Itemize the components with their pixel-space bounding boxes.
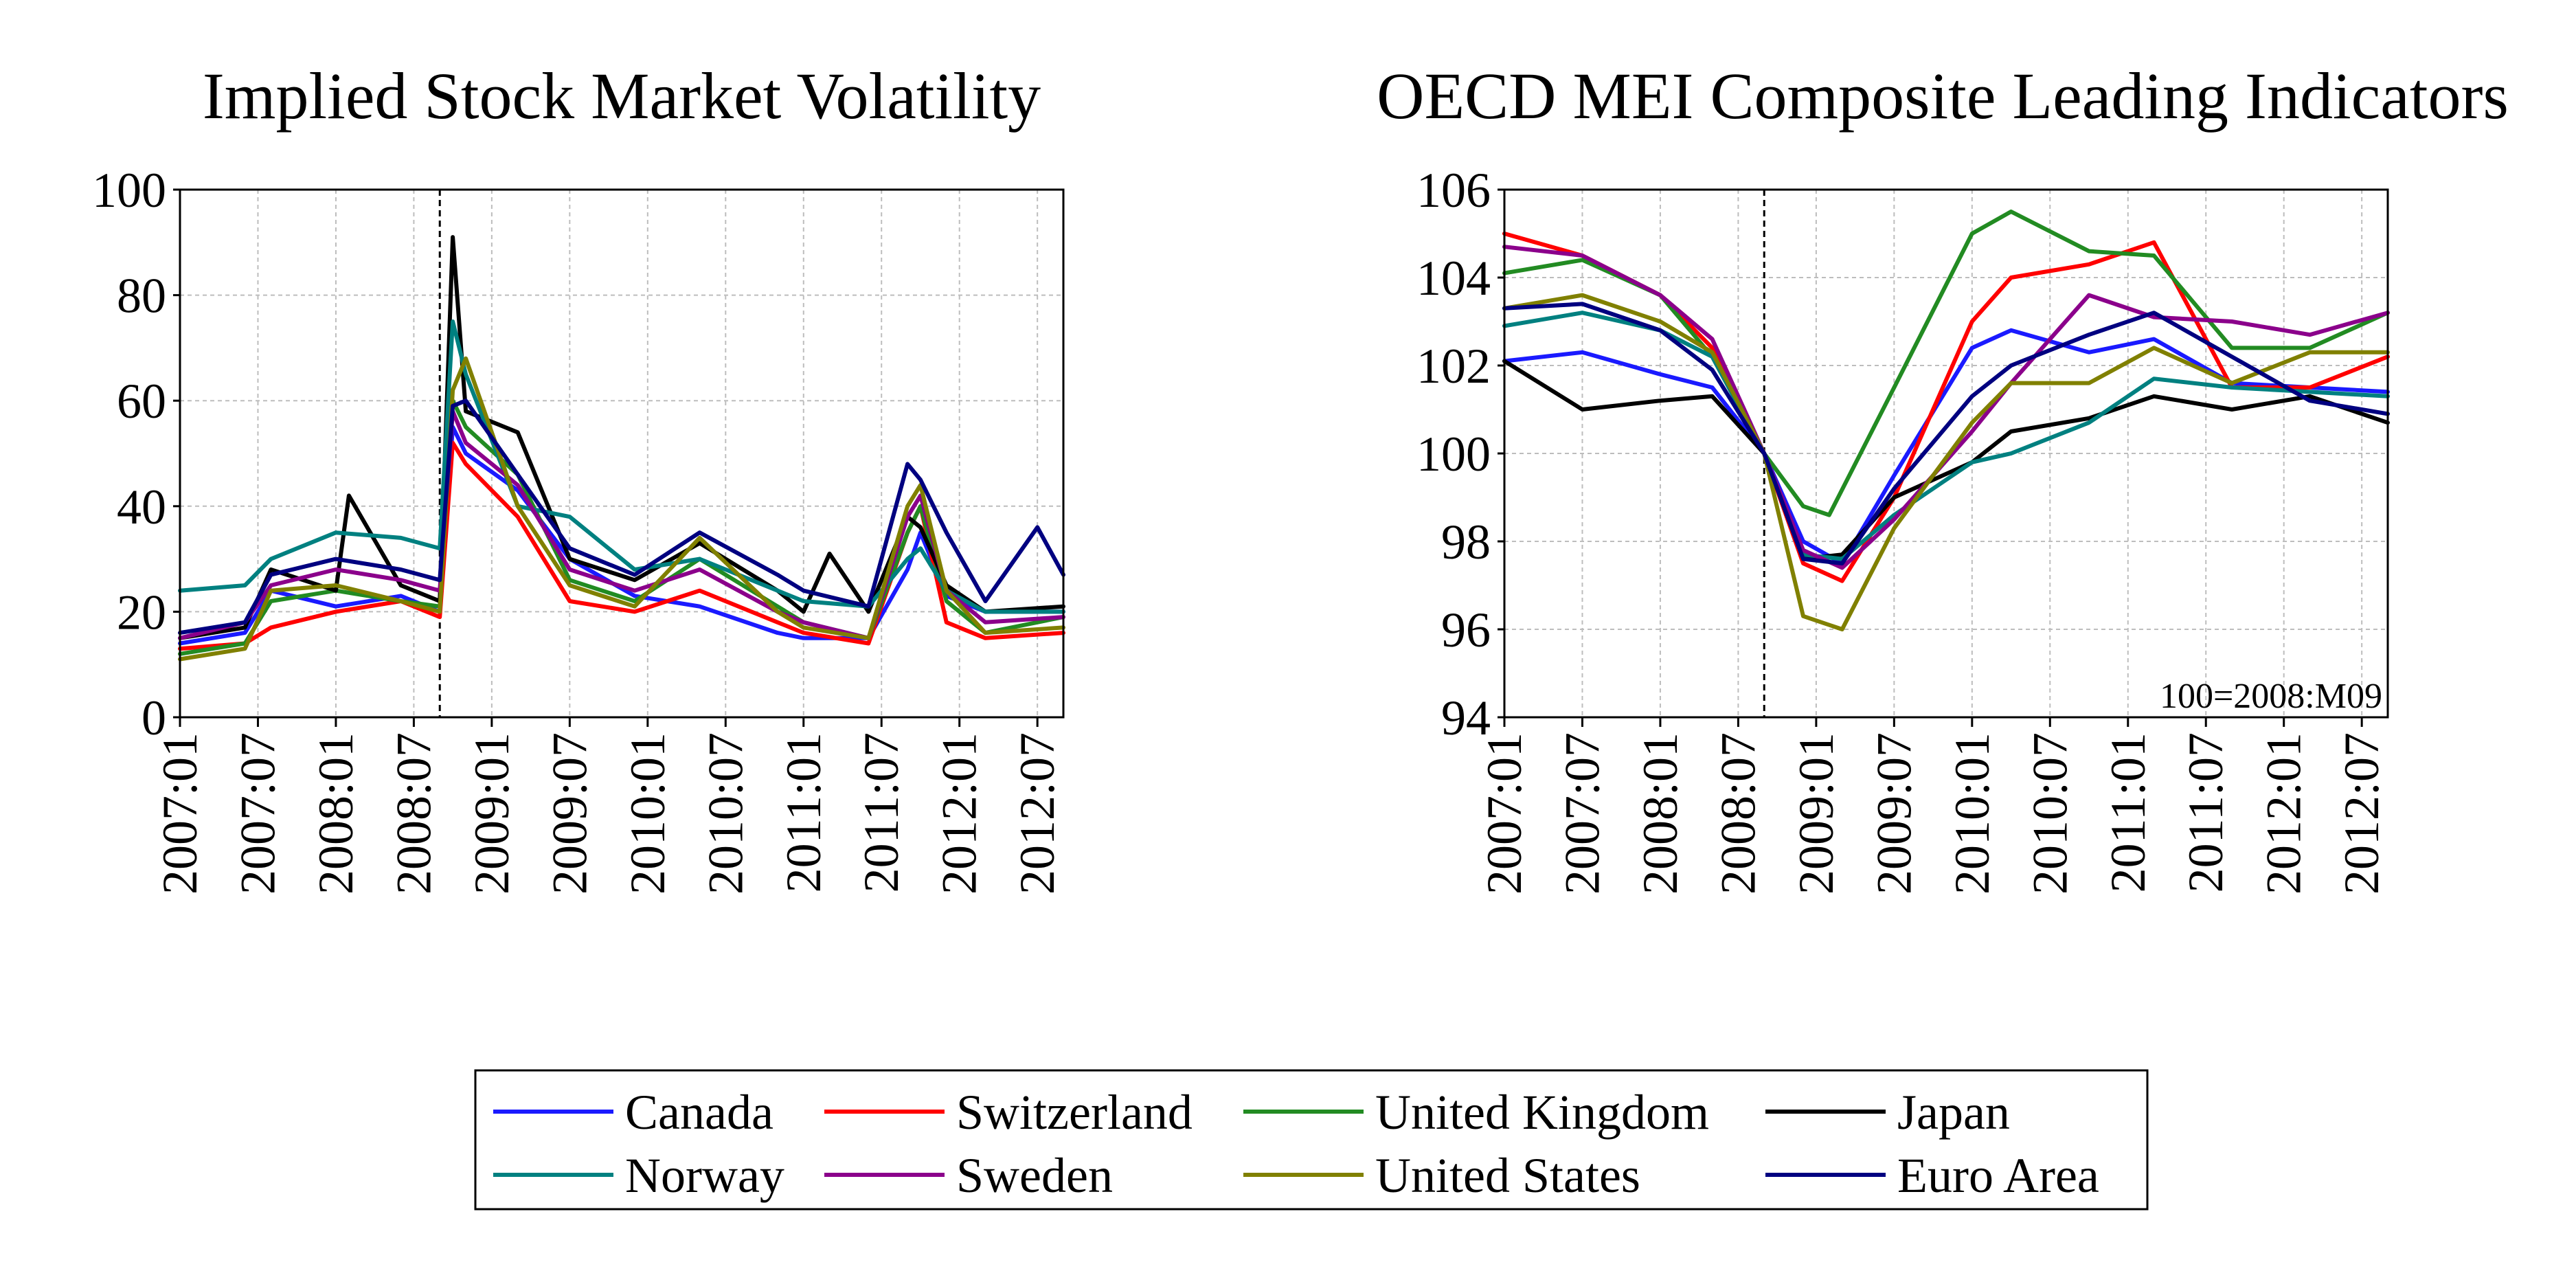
cli-x-ticks: 2007:01 2007:07 2008:01 2008:07 2009:01 2009:… — [1477, 717, 2389, 895]
cli-x-tick-label: 2012:01 — [2257, 732, 2312, 895]
volatility-x-tick-label: 2012:07 — [1010, 732, 1065, 895]
cli-series-united-states — [1502, 293, 2390, 631]
volatility-x-tick-label: 2011:01 — [776, 732, 831, 892]
cli-x-tick-label: 2009:07 — [1866, 732, 1921, 895]
cli-x-tick-label: 2008:01 — [1633, 732, 1688, 895]
volatility-series-united-kingdom — [178, 398, 1065, 656]
cli-x-tick-label: 2011:07 — [2178, 732, 2233, 892]
cli-series-sweden — [1502, 245, 2390, 570]
cli-x-tick-label: 2010:07 — [2022, 732, 2077, 895]
volatility-gridlines — [180, 190, 1063, 717]
cli-x-tick-label: 2012:07 — [2334, 732, 2389, 895]
volatility-y-tick-label: 100 — [92, 163, 166, 218]
legend-box — [474, 1069, 2149, 1211]
volatility-series-sweden — [178, 409, 1065, 640]
cli-y-tick-label: 98 — [1441, 515, 1491, 570]
legend-label-united-states: United States — [1375, 1148, 1640, 1203]
volatility-x-tick-label: 2007:07 — [231, 732, 286, 895]
legend-label-switzerland: Switzerland — [956, 1085, 1193, 1140]
cli-y-tick-label: 94 — [1441, 690, 1491, 745]
cli-base-annotation: 100=2008:M09 — [2160, 677, 2382, 716]
legend-label-united-kingdom: United Kingdom — [1375, 1085, 1709, 1140]
cli-y-tick-label: 96 — [1441, 603, 1491, 657]
volatility-chart-title: Implied Stock Market Volatility — [203, 59, 1041, 133]
volatility-y-tick-label: 40 — [117, 480, 166, 535]
cli-series-canada — [1502, 328, 2390, 565]
volatility-x-ticks: 2007:01 2007:07 2008:01 2008:07 2009:01 2009:… — [152, 717, 1065, 895]
volatility-x-tick-label: 2009:07 — [542, 732, 597, 895]
cli-x-tick-label: 2009:01 — [1789, 732, 1844, 895]
volatility-x-tick-label: 2012:01 — [932, 732, 987, 895]
volatility-x-tick-label: 2008:01 — [308, 732, 363, 895]
volatility-y-tick-label: 60 — [117, 374, 166, 429]
cli-chart-title: OECD MEI Composite Leading Indicators — [1377, 59, 2509, 133]
volatility-x-tick-label: 2010:07 — [698, 732, 753, 895]
volatility-y-tick-label: 80 — [117, 269, 166, 324]
volatility-x-tick-label: 2009:01 — [464, 732, 519, 895]
cli-y-ticks: 94 96 98 100 102 104 106 — [1416, 163, 1504, 745]
cli-x-tick-label: 2011:01 — [2101, 732, 2156, 892]
cli-series-group — [1502, 210, 2390, 631]
cli-y-tick-label: 100 — [1416, 427, 1491, 482]
cli-series-united-kingdom — [1502, 210, 2390, 517]
volatility-x-tick-label: 2011:07 — [854, 732, 909, 892]
volatility-series-united-states — [178, 356, 1065, 662]
volatility-series-group — [178, 235, 1065, 662]
legend-label-sweden: Sweden — [956, 1148, 1113, 1203]
volatility-series-euro-area — [178, 398, 1065, 636]
volatility-x-tick-label: 2007:01 — [152, 732, 207, 895]
legend-label-canada: Canada — [625, 1085, 773, 1140]
legend-label-japan: Japan — [1897, 1085, 2010, 1140]
cli-x-tick-label: 2007:07 — [1555, 732, 1610, 895]
legend-items: Canada Switzerland United Kingdom Japan Norw… — [493, 1085, 2099, 1203]
cli-x-tick-label: 2008:07 — [1710, 732, 1765, 895]
cli-gridlines — [1504, 190, 2388, 717]
volatility-panel: Implied Stock Market Volatility 0 20 40 60 8… — [92, 59, 1065, 895]
volatility-series-norway — [178, 319, 1065, 614]
volatility-series-canada — [178, 425, 1065, 646]
legend-label-norway: Norway — [625, 1148, 784, 1203]
cli-series-japan — [1502, 359, 2390, 561]
cli-y-tick-label: 104 — [1416, 251, 1491, 306]
legend: Canada Switzerland United Kingdom Japan Norw… — [474, 1069, 2149, 1211]
legend-label-euro-area: Euro Area — [1897, 1148, 2099, 1203]
cli-y-tick-label: 106 — [1416, 163, 1491, 218]
volatility-x-tick-label: 2010:01 — [620, 732, 675, 895]
volatility-x-tick-label: 2008:07 — [386, 732, 441, 895]
volatility-series-japan — [178, 235, 1065, 640]
volatility-y-tick-label: 0 — [142, 690, 166, 745]
volatility-y-tick-label: 20 — [117, 585, 166, 640]
cli-series-norway — [1502, 311, 2390, 561]
cli-panel: OECD MEI Composite Leading Indicators 94… — [1377, 59, 2509, 895]
cli-x-tick-label: 2007:01 — [1477, 732, 1532, 895]
cli-y-tick-label: 102 — [1416, 339, 1491, 394]
cli-series-euro-area — [1502, 302, 2390, 565]
cli-x-tick-label: 2010:01 — [1945, 732, 2000, 895]
volatility-plot-frame — [179, 188, 1065, 719]
volatility-y-ticks: 0 20 40 60 80 100 — [92, 163, 180, 745]
